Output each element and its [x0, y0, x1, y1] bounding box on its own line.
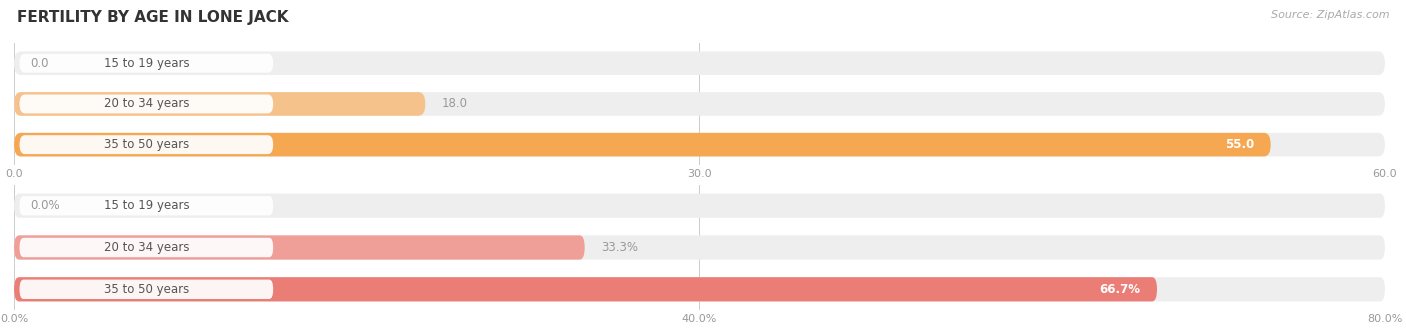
Text: 18.0: 18.0 [441, 97, 468, 111]
Text: 33.3%: 33.3% [602, 241, 638, 254]
Text: 35 to 50 years: 35 to 50 years [104, 283, 188, 296]
Text: 55.0: 55.0 [1225, 138, 1254, 151]
Text: 15 to 19 years: 15 to 19 years [104, 57, 190, 70]
Text: 20 to 34 years: 20 to 34 years [104, 241, 188, 254]
Text: Source: ZipAtlas.com: Source: ZipAtlas.com [1271, 10, 1389, 20]
Text: 66.7%: 66.7% [1099, 283, 1140, 296]
FancyBboxPatch shape [14, 277, 1157, 301]
FancyBboxPatch shape [14, 235, 585, 260]
FancyBboxPatch shape [14, 133, 1385, 156]
FancyBboxPatch shape [14, 194, 1385, 218]
FancyBboxPatch shape [20, 196, 273, 215]
Text: 20 to 34 years: 20 to 34 years [104, 97, 188, 111]
FancyBboxPatch shape [14, 133, 1271, 156]
Text: FERTILITY BY AGE IN LONE JACK: FERTILITY BY AGE IN LONE JACK [17, 10, 288, 25]
FancyBboxPatch shape [14, 92, 1385, 116]
Text: 0.0: 0.0 [31, 57, 49, 70]
FancyBboxPatch shape [20, 135, 273, 154]
FancyBboxPatch shape [20, 280, 273, 299]
FancyBboxPatch shape [20, 238, 273, 257]
FancyBboxPatch shape [20, 94, 273, 114]
FancyBboxPatch shape [14, 235, 1385, 260]
FancyBboxPatch shape [14, 277, 1385, 301]
Text: 35 to 50 years: 35 to 50 years [104, 138, 188, 151]
FancyBboxPatch shape [14, 51, 1385, 75]
FancyBboxPatch shape [14, 92, 426, 116]
FancyBboxPatch shape [20, 54, 273, 73]
Text: 15 to 19 years: 15 to 19 years [104, 199, 190, 212]
Text: 0.0%: 0.0% [31, 199, 60, 212]
